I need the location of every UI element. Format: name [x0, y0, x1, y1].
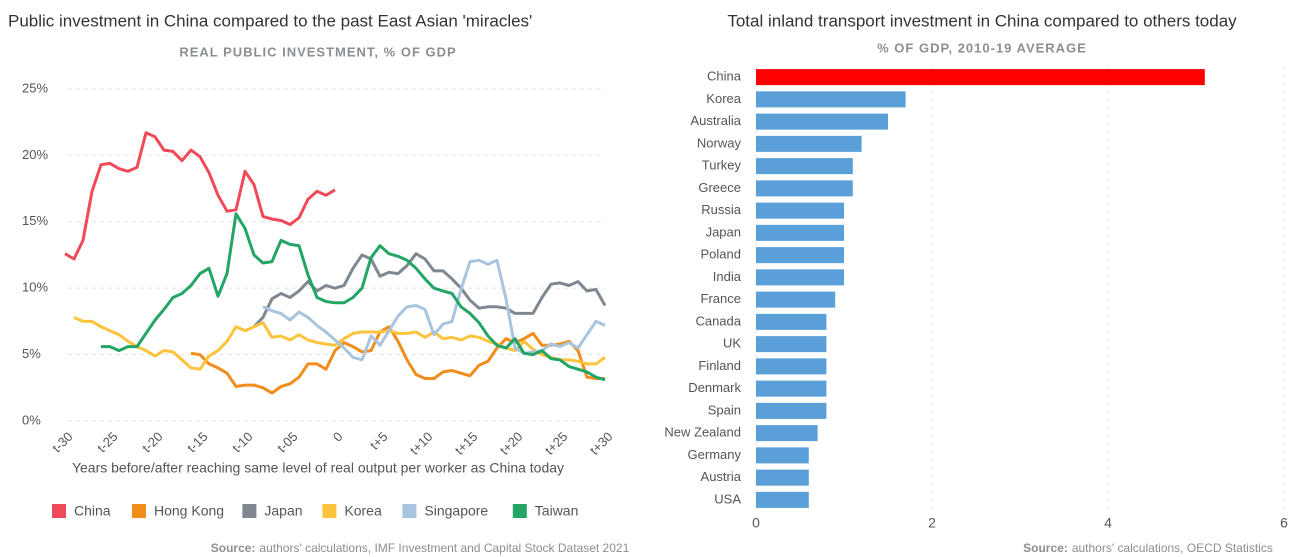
bar	[756, 402, 827, 419]
y-tick-label: 20%	[22, 147, 48, 162]
chart-subtitle: REAL PUBLIC INVESTMENT, % OF GDP	[179, 44, 456, 59]
bar	[756, 269, 844, 286]
source-text: authors' calculations, IMF Investment an…	[259, 541, 629, 555]
category-label: Norway	[697, 135, 742, 150]
x-tick-label: 0	[330, 429, 346, 445]
category-label: India	[713, 269, 742, 284]
legend-label: Japan	[264, 503, 302, 519]
bar	[756, 469, 809, 486]
source-label: Source:	[211, 541, 256, 555]
x-tick-label: t+15	[452, 429, 481, 458]
category-label: Finland	[698, 358, 741, 373]
legend-swatch	[322, 504, 337, 518]
category-label: Korea	[706, 91, 741, 106]
legend-swatch	[132, 504, 146, 518]
legend-label: Hong Kong	[154, 503, 224, 519]
category-label: Canada	[695, 313, 741, 328]
source-text: authors' calculations, OECD Statistics	[1072, 541, 1273, 555]
bar	[756, 69, 1205, 86]
category-label: France	[701, 291, 741, 306]
source: Source: authors' calculations, IMF Invest…	[211, 541, 630, 555]
bar	[756, 313, 827, 330]
chart-title: Public investment in China compared to t…	[8, 11, 532, 30]
bar	[756, 447, 809, 464]
bar	[756, 180, 853, 197]
bar	[756, 224, 844, 241]
legend-label: Singapore	[424, 503, 488, 519]
x-axis-label: Years before/after reaching same level o…	[72, 460, 564, 476]
category-label: Austria	[701, 469, 742, 484]
x-tick-label: 0	[752, 515, 760, 531]
y-tick-label: 5%	[22, 346, 41, 361]
chart-subtitle: % OF GDP, 2010-19 AVERAGE	[877, 40, 1087, 55]
bar	[756, 380, 827, 397]
bar	[756, 202, 844, 219]
x-tick-label: 4	[1104, 515, 1112, 531]
y-tick-label: 10%	[22, 280, 48, 295]
category-label: Greece	[698, 180, 741, 195]
source-label: Source:	[1023, 541, 1068, 555]
legend-swatch	[52, 504, 66, 518]
x-tick-label: t+20	[497, 429, 526, 458]
x-tick-label: t+30	[587, 429, 616, 458]
x-tick-label: 6	[1280, 515, 1288, 531]
category-label: Poland	[701, 247, 741, 262]
category-label: UK	[723, 336, 741, 351]
y-tick-label: 25%	[22, 80, 48, 95]
legend-label: Korea	[344, 503, 382, 519]
series-line	[190, 325, 605, 395]
bar	[756, 135, 862, 152]
x-tick-label: t-25	[94, 429, 120, 455]
bar	[756, 247, 844, 264]
source: Source: authors' calculations, OECD Stati…	[1023, 541, 1273, 555]
category-label: Russia	[701, 202, 742, 217]
legend-label: China	[74, 503, 111, 519]
x-tick-label: t-30	[49, 429, 75, 455]
series-line	[64, 131, 336, 261]
x-tick-label: t+5	[367, 429, 391, 453]
bar	[756, 491, 809, 508]
x-tick-label: t-15	[184, 429, 210, 455]
x-tick-label: t+25	[542, 429, 571, 458]
bar	[756, 158, 853, 175]
y-tick-label: 15%	[22, 213, 48, 228]
x-tick-label: t-20	[139, 429, 165, 455]
category-label: USA	[714, 491, 741, 506]
bar	[756, 91, 906, 108]
bar	[756, 425, 818, 442]
bar	[756, 358, 827, 375]
x-tick-label: 2	[928, 515, 936, 531]
y-tick-label: 0%	[22, 412, 41, 427]
x-tick-label: t+10	[407, 429, 436, 458]
legend-swatch	[402, 504, 417, 518]
bar	[756, 336, 827, 353]
series-line	[101, 212, 606, 382]
category-label: Australia	[690, 113, 741, 128]
category-label: Japan	[706, 224, 741, 239]
x-tick-label: t-05	[274, 429, 300, 455]
bar	[756, 113, 888, 130]
x-tick-label: t-10	[229, 429, 255, 455]
category-label: Denmark	[688, 380, 741, 395]
category-label: China	[707, 69, 742, 84]
category-label: Turkey	[702, 158, 742, 173]
bar	[756, 291, 836, 308]
legend-label: Taiwan	[535, 503, 579, 519]
category-label: Germany	[688, 447, 742, 462]
chart-title: Total inland transport investment in Chi…	[727, 11, 1237, 30]
legend-swatch	[512, 504, 527, 518]
legend-swatch	[242, 504, 257, 518]
category-label: Spain	[708, 402, 741, 417]
category-label: New Zealand	[664, 425, 741, 440]
series-line	[262, 258, 606, 362]
